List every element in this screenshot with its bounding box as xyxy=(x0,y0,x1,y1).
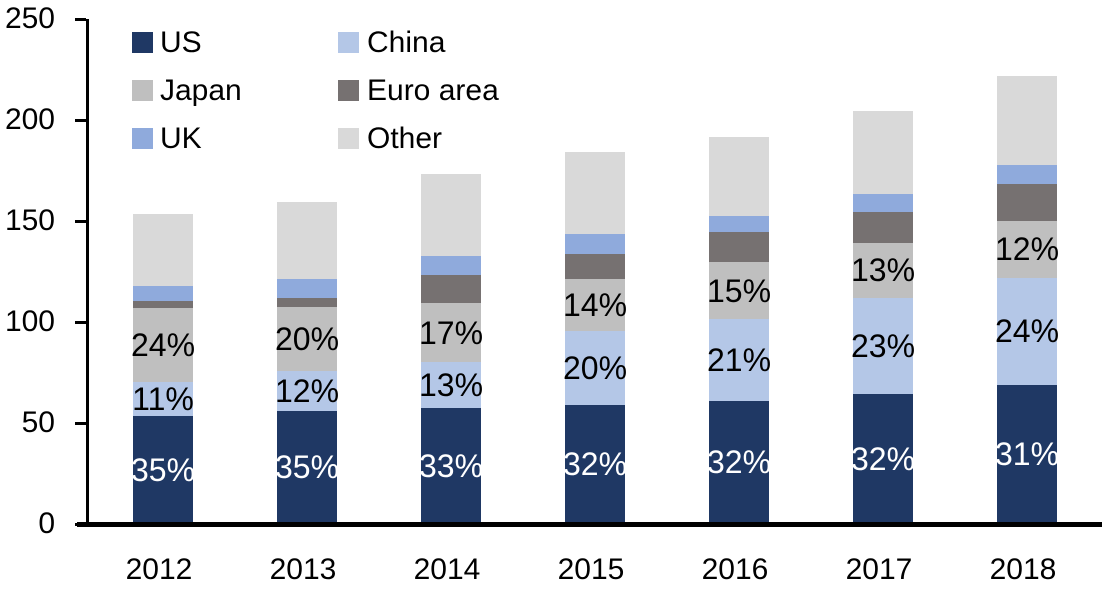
bar-segment-china: 24% xyxy=(994,277,1060,385)
x-category-label: 2013 xyxy=(269,553,337,586)
data-label: 15% xyxy=(706,272,772,309)
data-label: 21% xyxy=(706,341,772,378)
data-label: 33% xyxy=(418,447,484,484)
y-tick-mark xyxy=(75,321,86,324)
bar-segment-uk xyxy=(709,215,769,233)
bar-segment-other xyxy=(277,201,337,279)
bar-segment-euro-area xyxy=(853,211,913,244)
legend-label-japan: Japan xyxy=(160,73,242,107)
data-label: 20% xyxy=(562,349,628,386)
x-category-label: 2016 xyxy=(701,553,769,586)
y-tick-label: 50 xyxy=(21,406,55,439)
bar-segment-other xyxy=(565,152,625,235)
data-label: 14% xyxy=(562,286,628,323)
data-label: 35% xyxy=(274,449,340,486)
bar-segment-uk xyxy=(277,278,337,298)
y-tick-label: 150 xyxy=(4,204,55,237)
y-tick-label: 100 xyxy=(4,305,55,338)
bar-segment-uk xyxy=(565,234,625,255)
bar-segment-us: 31% xyxy=(994,384,1060,524)
legend-label-other: Other xyxy=(367,121,443,155)
y-tick-label: 0 xyxy=(38,507,55,540)
legend-label-china: China xyxy=(367,25,446,59)
legend-label-us: US xyxy=(160,25,202,59)
data-label: 23% xyxy=(850,327,916,364)
legend-swatch-euro-area xyxy=(338,80,359,101)
data-label: 24% xyxy=(994,313,1060,350)
y-tick-mark xyxy=(75,18,86,21)
bar-segment-uk xyxy=(421,256,481,275)
data-label: 12% xyxy=(994,231,1060,268)
bar-segment-euro-area xyxy=(997,183,1057,221)
x-category-label: 2014 xyxy=(413,553,481,586)
data-label: 13% xyxy=(850,252,916,289)
data-label: 20% xyxy=(274,321,340,358)
bar-segment-japan: 17% xyxy=(418,302,484,363)
y-axis-line xyxy=(86,19,89,527)
data-label: 17% xyxy=(418,314,484,351)
bar-segment-china: 23% xyxy=(850,297,916,394)
y-tick-mark xyxy=(75,220,86,223)
data-label: 31% xyxy=(994,436,1060,473)
data-label: 11% xyxy=(132,380,194,417)
bar-segment-uk xyxy=(853,193,913,212)
data-label: 32% xyxy=(706,444,772,481)
bar-segment-euro-area xyxy=(709,232,769,263)
bar-segment-us: 35% xyxy=(130,415,196,524)
bar-segment-us: 32% xyxy=(850,393,916,524)
bar-segment-china: 13% xyxy=(418,362,484,408)
y-tick-mark xyxy=(75,422,86,425)
bar-segment-euro-area xyxy=(565,254,625,279)
legend-swatch-us xyxy=(132,32,153,53)
bar-segment-china: 12% xyxy=(274,371,340,411)
bar-segment-euro-area xyxy=(133,300,193,308)
bar-segment-us: 33% xyxy=(418,407,484,524)
legend-swatch-japan xyxy=(132,80,153,101)
data-label: 12% xyxy=(274,373,340,410)
bar-segment-japan: 20% xyxy=(274,306,340,372)
y-tick-label: 250 xyxy=(4,2,55,35)
data-label: 35% xyxy=(130,451,196,488)
legend-swatch-china xyxy=(338,32,359,53)
x-category-label: 2017 xyxy=(845,553,913,586)
data-label: 13% xyxy=(418,367,484,404)
bar-segment-uk xyxy=(133,285,193,301)
legend-label-uk: UK xyxy=(160,121,202,155)
bar-segment-china: 20% xyxy=(562,331,628,405)
bar-segment-china: 21% xyxy=(706,318,772,401)
legend-swatch-uk xyxy=(132,128,153,149)
y-tick-mark xyxy=(75,119,86,122)
bar-segment-us: 32% xyxy=(562,404,628,524)
bar-segment-other xyxy=(853,110,913,194)
bar-segment-japan: 12% xyxy=(994,221,1060,278)
bar-segment-uk xyxy=(997,165,1057,184)
legend-swatch-other xyxy=(338,128,359,149)
x-category-label: 2012 xyxy=(125,553,193,586)
bar-segment-china: 11% xyxy=(132,380,194,417)
bar-segment-euro-area xyxy=(421,274,481,303)
bar-segment-japan: 24% xyxy=(130,307,196,382)
bar-segment-other xyxy=(997,75,1057,166)
x-axis-line xyxy=(77,522,1102,527)
bar-segment-japan: 15% xyxy=(706,262,772,319)
data-label: 32% xyxy=(562,446,628,483)
x-category-label: 2018 xyxy=(989,553,1057,586)
bar-segment-other xyxy=(133,213,193,286)
bar-segment-euro-area xyxy=(277,297,337,307)
bar-segment-japan: 14% xyxy=(562,278,628,332)
data-label: 24% xyxy=(130,326,196,363)
bar-segment-other xyxy=(709,137,769,216)
bar-segment-us: 32% xyxy=(706,400,772,524)
bar-segment-japan: 13% xyxy=(850,243,916,298)
y-tick-label: 200 xyxy=(4,103,55,136)
x-category-label: 2015 xyxy=(557,553,625,586)
legend-label-euro-area: Euro area xyxy=(367,73,499,107)
bar-segment-us: 35% xyxy=(274,410,340,524)
data-label: 32% xyxy=(850,440,916,477)
bar-segment-other xyxy=(421,173,481,257)
